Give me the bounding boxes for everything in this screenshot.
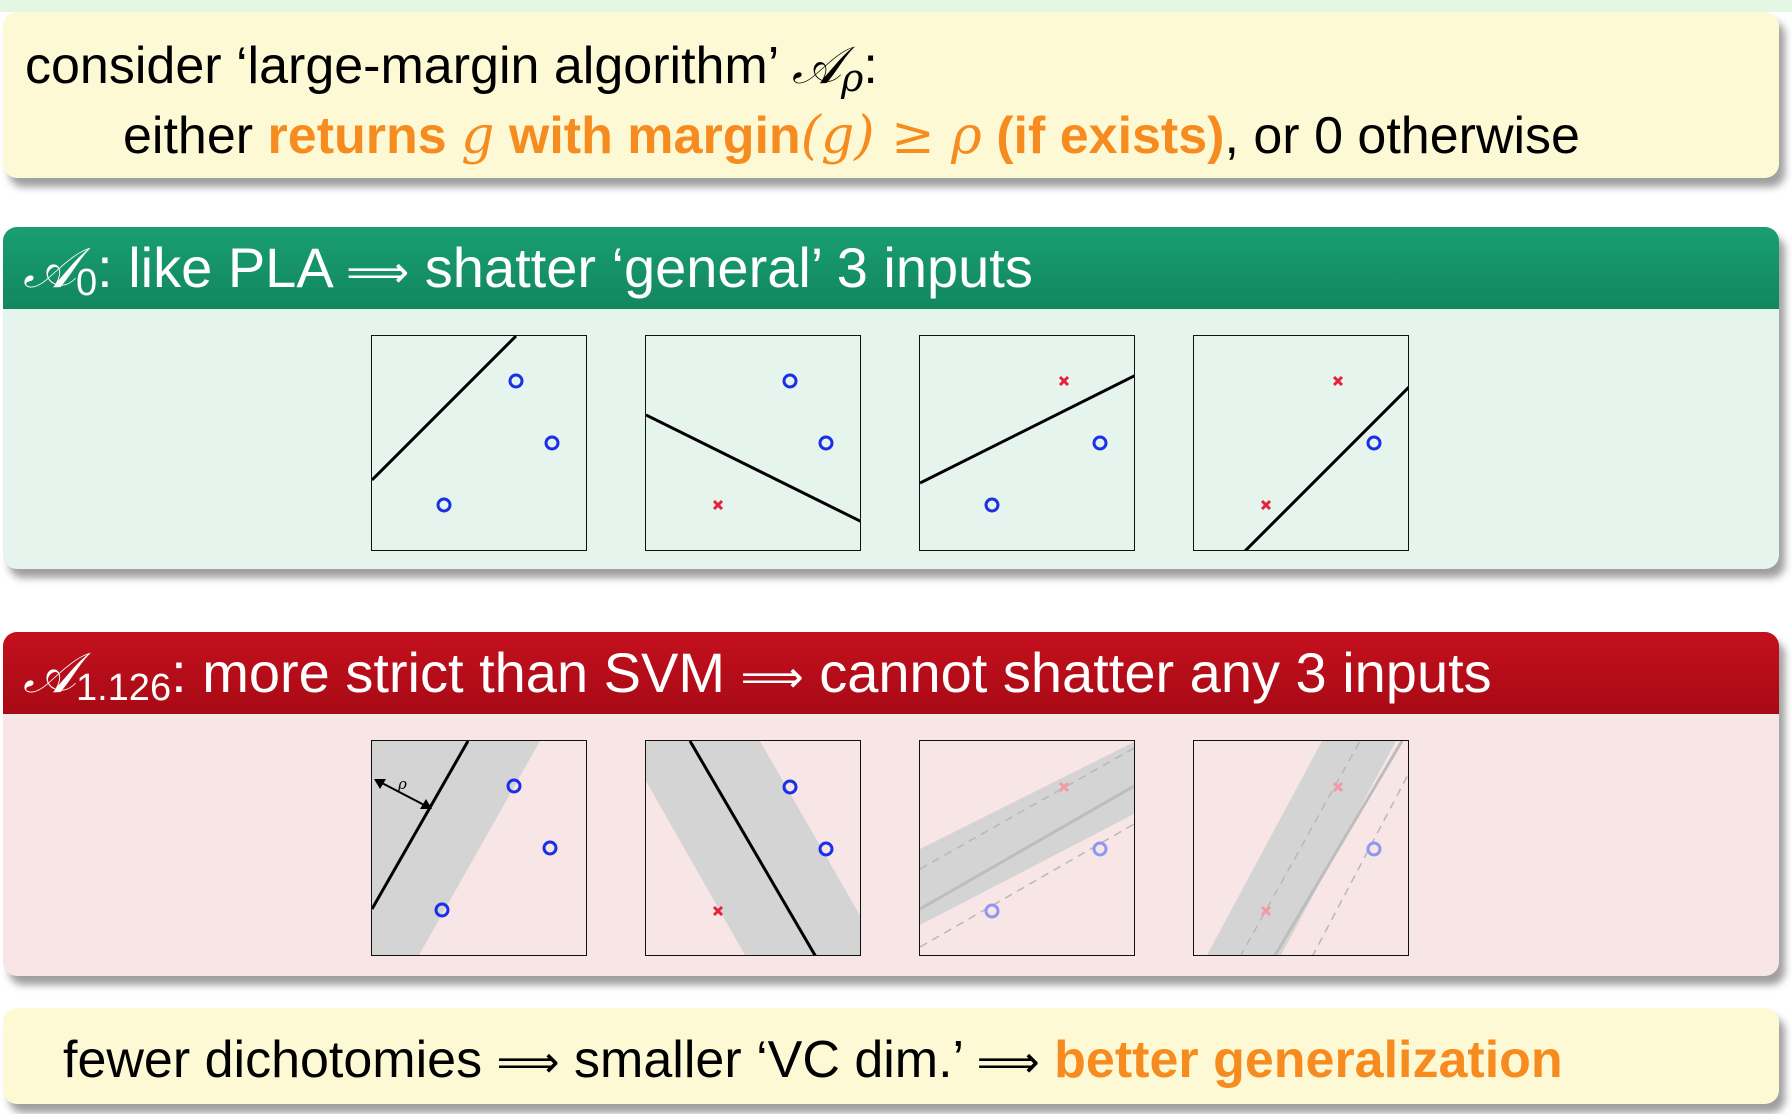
margin-boundary	[1312, 773, 1408, 955]
a0-box: 𝒜0: like PLA ⟹ shatter ‘general’ 3 input…	[3, 227, 1779, 569]
circle-point	[818, 435, 834, 451]
a1126-box: 𝒜1.126: more strict than SVM ⟹ cannot sh…	[3, 632, 1779, 976]
margin-band	[372, 741, 540, 955]
circle-point	[506, 778, 522, 794]
circle-point	[1366, 841, 1382, 857]
margin-band	[920, 742, 1134, 925]
a1126-panel-4	[1193, 740, 1409, 956]
cross-point	[712, 499, 724, 511]
circle-point	[1366, 435, 1382, 451]
consider-box: consider ‘large-margin algorithm’ 𝒜ρ: ei…	[3, 12, 1779, 178]
circle-point	[984, 903, 1000, 919]
circle-point	[434, 902, 450, 918]
a1126-header: 𝒜1.126: more strict than SVM ⟹ cannot sh…	[3, 632, 1779, 714]
a1126-panel-3	[919, 740, 1135, 956]
cross-point	[1058, 781, 1070, 793]
rho-label: ρ	[397, 775, 407, 793]
a0-panel-4	[1193, 335, 1409, 551]
a1126-panel-2	[645, 740, 861, 956]
cross-point	[1260, 905, 1272, 917]
cross-point	[1332, 781, 1344, 793]
consider-line: consider ‘large-margin algorithm’ 𝒜ρ:	[25, 36, 878, 100]
conclusion-line: fewer dichotomies ⟹ smaller ‘VC dim.’ ⟹ …	[63, 1031, 1563, 1089]
separator-line	[920, 784, 1134, 911]
margin-arrowhead	[374, 779, 386, 789]
separator-line	[372, 336, 518, 482]
either-line: either returns g with margin(g) ≥ ρ (if …	[123, 106, 1580, 166]
a0-panel-2	[645, 335, 861, 551]
margin-band	[646, 741, 807, 955]
cross-point	[712, 905, 724, 917]
a0-panel-3	[919, 335, 1135, 551]
circle-point	[542, 840, 558, 856]
separator-line	[920, 374, 1134, 485]
a1126-panel-1: ρ	[371, 740, 587, 956]
cross-point	[1332, 375, 1344, 387]
separator-line	[646, 413, 860, 523]
circle-point	[1092, 435, 1108, 451]
circle-point	[436, 497, 452, 513]
circle-point	[818, 841, 834, 857]
separator-line	[372, 741, 470, 910]
algorithm-symbol: 𝒜	[791, 36, 842, 96]
circle-point	[984, 497, 1000, 513]
circle-point	[1092, 841, 1108, 857]
conclusion-box: fewer dichotomies ⟹ smaller ‘VC dim.’ ⟹ …	[3, 1008, 1779, 1104]
margin-arrowhead	[420, 799, 432, 809]
top-strip	[0, 0, 1792, 12]
cross-point	[1260, 499, 1272, 511]
separator-line	[1243, 385, 1408, 550]
circle-point	[782, 373, 798, 389]
separator-line	[1273, 741, 1404, 955]
separator-line	[688, 741, 817, 955]
circle-point	[544, 435, 560, 451]
cross-point	[1058, 375, 1070, 387]
margin-band	[1207, 741, 1396, 955]
margin-arrow	[377, 780, 429, 808]
circle-point	[508, 373, 524, 389]
a0-header: 𝒜0: like PLA ⟹ shatter ‘general’ 3 input…	[3, 227, 1779, 309]
circle-point	[782, 779, 798, 795]
a0-panel-1	[371, 335, 587, 551]
